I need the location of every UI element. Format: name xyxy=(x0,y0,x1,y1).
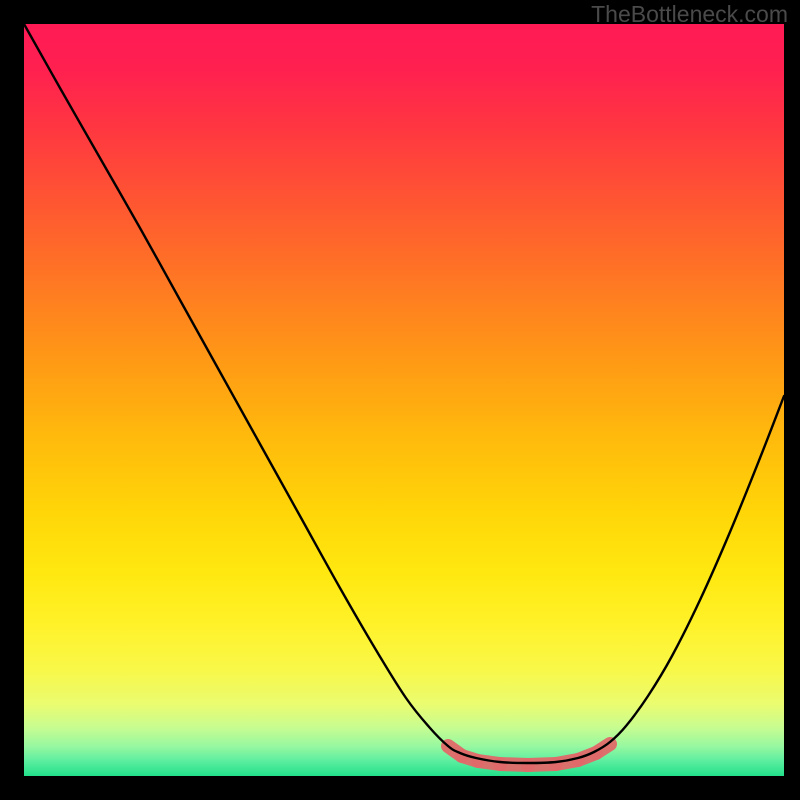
watermark-text: TheBottleneck.com xyxy=(591,1,788,28)
plot-area xyxy=(24,24,784,776)
curve-layer xyxy=(24,24,784,776)
bottleneck-chart: TheBottleneck.com xyxy=(0,0,800,800)
bottleneck-curve xyxy=(24,24,784,763)
